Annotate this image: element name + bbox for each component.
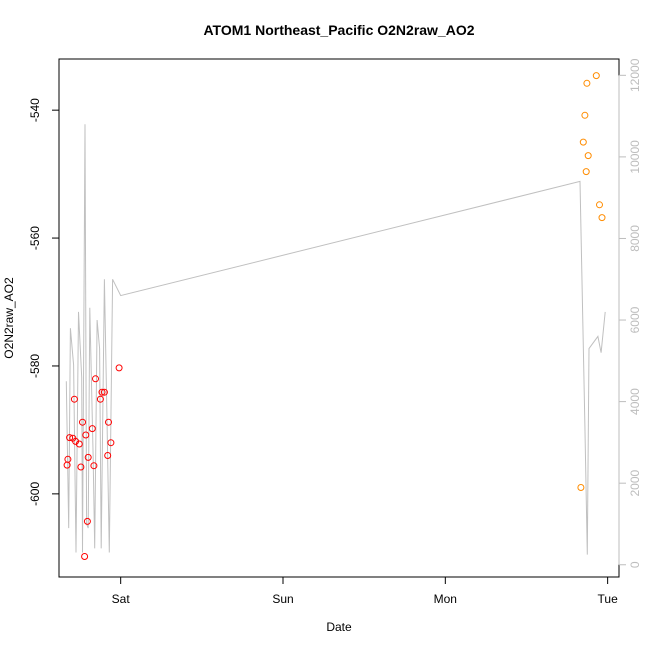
plot-frame [58, 58, 620, 578]
data-point [598, 214, 606, 222]
y2-tick-label: 0 [628, 561, 642, 568]
data-point [83, 517, 91, 525]
data-point [66, 434, 74, 442]
y-axis: -540 -560 -580 -600 [28, 98, 60, 506]
data-point [96, 395, 104, 403]
data-point [104, 452, 112, 459]
data-point [64, 455, 72, 463]
data-point [92, 375, 99, 383]
right-axis-line-layer [65, 124, 606, 555]
data-point [84, 453, 92, 461]
data-point [70, 395, 78, 403]
series-line [65, 124, 606, 555]
data-point [581, 111, 589, 119]
data-point [579, 138, 587, 146]
data-point [596, 201, 603, 209]
x-tick-label: Sun [272, 592, 293, 606]
y-tick-label: -540 [28, 98, 42, 122]
x-axis: Sat Sun Mon Tue [112, 576, 619, 606]
y2-tick-label: 4000 [628, 388, 642, 415]
y2-tick-label: 6000 [628, 306, 642, 333]
y2-tick-label: 8000 [628, 225, 642, 252]
data-point [105, 418, 112, 426]
data-point [577, 484, 585, 491]
data-point [75, 440, 83, 448]
points-layer [63, 72, 606, 560]
data-point [592, 72, 600, 80]
x-axis-label: Date [326, 620, 352, 634]
data-point [98, 388, 106, 396]
data-point [82, 431, 90, 439]
y2-axis: 0 2000 4000 6000 8000 10000 12000 [618, 58, 642, 568]
data-point [584, 152, 592, 160]
data-point [583, 79, 591, 87]
data-point [81, 553, 89, 560]
data-point [88, 425, 96, 433]
chart-title: ATOM1 Northeast_Pacific O2N2raw_AO2 [203, 22, 474, 38]
y-tick-label: -600 [28, 482, 42, 506]
y-tick-label: -560 [28, 226, 42, 250]
y2-tick-label: 12000 [628, 58, 642, 92]
x-tick-label: Sat [112, 592, 131, 606]
x-tick-label: Mon [434, 592, 457, 606]
data-point [582, 168, 590, 176]
y-tick-label: -580 [28, 354, 42, 378]
data-point [79, 418, 86, 426]
data-point [107, 439, 115, 447]
data-point [100, 388, 108, 396]
data-point [90, 462, 98, 470]
y-axis-label: O2N2raw_AO2 [2, 277, 16, 359]
y2-tick-label: 10000 [628, 140, 642, 174]
y2-tick-label: 2000 [628, 470, 642, 497]
x-tick-label: Tue [598, 592, 619, 606]
data-point [115, 364, 123, 372]
data-point [77, 463, 85, 471]
